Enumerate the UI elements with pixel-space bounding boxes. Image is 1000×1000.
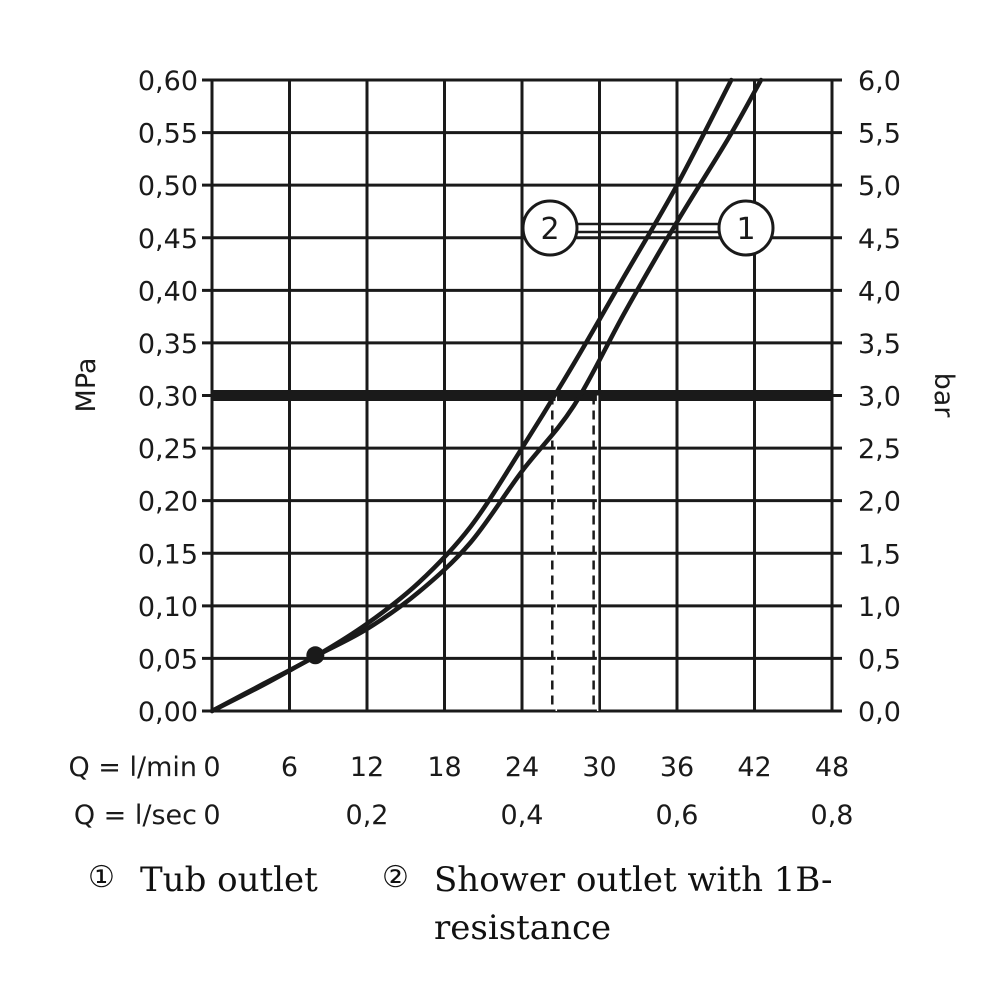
y-axis-ticks: 0,00 0,05 0,10 0,15 0,20 0,25 0,30 0,35 0,40 0,45… xyxy=(138,66,198,728)
x-tick-label: 36 xyxy=(660,752,694,783)
y-tick-label: 0,20 xyxy=(138,487,198,518)
x-tick-label: 30 xyxy=(582,752,616,783)
x-tick-label: 24 xyxy=(505,752,539,783)
y-tick-label: 0,50 xyxy=(138,171,198,202)
y-axis-label: MPa xyxy=(71,358,102,413)
y-tick-label: 0,10 xyxy=(138,592,198,623)
y-tick-label: 0,55 xyxy=(138,119,198,150)
y2-axis-ticks: 0,0 0,5 1,0 1,5 2,0 2,5 3,0 3,5 4,0 4,5 5,0 5,5 6,0 xyxy=(858,66,901,728)
x-tick-label: 0 xyxy=(203,752,220,783)
chart-marks xyxy=(209,77,832,714)
y2-tick-label: 3,0 xyxy=(858,382,901,413)
x2-tick-label: 0,8 xyxy=(811,800,854,831)
x-tick-label: 6 xyxy=(281,752,298,783)
callout-2-label: 2 xyxy=(540,212,559,247)
x-tick-label: 18 xyxy=(427,752,461,783)
y-tick-label: 0,35 xyxy=(138,329,198,360)
y-tick-label: 0,60 xyxy=(138,66,198,97)
x-tick-label: 12 xyxy=(350,752,384,783)
y2-tick-label: 6,0 xyxy=(858,66,901,97)
callout-1-label: 1 xyxy=(736,212,755,247)
callout-connector xyxy=(577,222,719,234)
y2-tick-label: 1,5 xyxy=(858,539,901,570)
legend-symbol-1: ① xyxy=(88,860,115,895)
x2-tick-label: 0,4 xyxy=(501,800,544,831)
callout-series-2: 2 xyxy=(521,199,579,257)
y2-tick-label: 4,5 xyxy=(858,224,901,255)
legend: ① Tub outlet ② Shower outlet with 1B-res… xyxy=(0,850,1000,1000)
callout-series-1: 1 xyxy=(717,199,775,257)
y-tick-label: 0,30 xyxy=(138,382,198,413)
x-tick-label: 48 xyxy=(815,752,849,783)
y2-tick-label: 2,5 xyxy=(858,434,901,465)
y2-axis-label: bar xyxy=(928,373,959,419)
x-axis-label: Q = l/min xyxy=(68,752,197,783)
x2-tick-label: 0,2 xyxy=(346,800,389,831)
legend-symbol-2: ② xyxy=(382,860,409,895)
legend-label-1: Tub outlet xyxy=(140,860,318,900)
y2-tick-label: 2,0 xyxy=(858,487,901,518)
y2-tick-label: 3,5 xyxy=(858,329,901,360)
y-tick-label: 0,05 xyxy=(138,644,198,675)
y-tick-label: 0,15 xyxy=(138,539,198,570)
y2-tick-label: 0,0 xyxy=(858,697,901,728)
y-tick-label: 0,25 xyxy=(138,434,198,465)
legend-item-shower-outlet: ② Shower outlet with 1B-resistance xyxy=(382,856,864,952)
y2-tick-label: 5,5 xyxy=(858,119,901,150)
legend-label-2: Shower outlet with 1B-resistance xyxy=(434,860,833,948)
y-tick-label: 0,40 xyxy=(138,276,198,307)
data-point xyxy=(306,646,325,665)
y-tick-label: 0,45 xyxy=(138,224,198,255)
x-axis-ticks: 0 6 12 18 24 30 36 42 48 xyxy=(203,752,849,783)
y2-tick-label: 1,0 xyxy=(858,592,901,623)
x2-tick-label: 0,6 xyxy=(656,800,699,831)
y2-tick-label: 0,5 xyxy=(858,644,901,675)
y2-tick-label: 5,0 xyxy=(858,171,901,202)
y-tick-label: 0,00 xyxy=(138,697,198,728)
x2-tick-label: 0 xyxy=(203,800,220,831)
x2-axis-ticks: 0 0,2 0,4 0,6 0,8 xyxy=(203,800,853,831)
x2-axis-label: Q = l/sec xyxy=(74,800,197,831)
x-tick-label: 42 xyxy=(737,752,771,783)
y2-tick-label: 4,0 xyxy=(858,276,901,307)
chart: 0,000,050,100,150,200,250,300,350,400,45… xyxy=(68,66,959,831)
legend-item-tub-outlet: ① Tub outlet xyxy=(88,856,318,904)
